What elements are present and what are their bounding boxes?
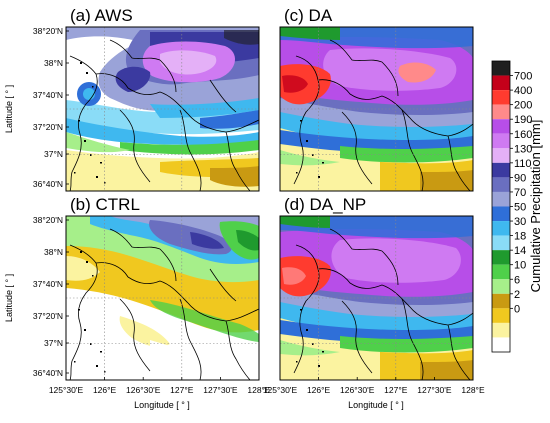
colorbar-tick-label: 110 (514, 158, 532, 170)
colorbar-swatch (492, 250, 510, 265)
y-tick-label: 37°40'N (33, 90, 63, 100)
x-tick-labels-right: 125°30'E 126°E 126°30'E 127°E 127°30'E 128°E (263, 377, 485, 395)
y-tick-labels-top: 38°20'N 38°N 37°40'N 37°20'N 37°N 36°40'N (33, 26, 69, 189)
colorbar-swatch (492, 235, 510, 251)
x-tick-label: 127°E (170, 385, 194, 395)
colorbar-swatch (492, 279, 510, 294)
colorbar-tick-label: 700 (514, 71, 532, 83)
colorbar-swatch (492, 75, 510, 91)
colorbar-swatch (492, 221, 510, 236)
colorbar-tick-label: 160 (514, 129, 532, 141)
colorbar-tick-label: 50 (514, 202, 526, 214)
colorbar-tick-label: 0 (514, 303, 520, 315)
colorbar-tick-label: 2 (514, 289, 520, 301)
y-tick-label: 38°N (44, 247, 63, 257)
colorbar-tick-label: 10 (514, 260, 526, 272)
panel-title-ctrl: (b) CTRL (70, 195, 140, 214)
colorbar-tick-label: 90 (514, 172, 526, 184)
x-tick-label: 127°30'E (417, 385, 452, 395)
colorbar-swatch (492, 191, 510, 207)
colorbar-tick-label: 70 (514, 187, 526, 199)
colorbar-swatch (492, 162, 510, 178)
map-aws (66, 27, 259, 191)
x-axis-label-right: Longitude [ ° ] (348, 400, 404, 410)
x-tick-label: 126°30'E (126, 385, 161, 395)
panel-title-aws: (a) AWS (70, 6, 133, 25)
map-ctrl (66, 216, 259, 380)
panel-da: (c) DA (279, 6, 474, 192)
panel-title-da: (c) DA (284, 6, 333, 25)
colorbar-swatch (492, 264, 510, 280)
y-tick-labels-bottom: 38°20'N 38°N 37°40'N 37°20'N 37°N 36°40'N (33, 215, 69, 378)
colorbar-swatch (492, 119, 510, 134)
colorbar-tick-label: 18 (514, 231, 526, 243)
panel-title-danp: (d) DA_NP (284, 195, 366, 214)
x-tick-label: 127°30'E (203, 385, 238, 395)
map-da (280, 27, 473, 191)
panel-ctrl: (b) CTRL (65, 195, 260, 381)
x-tick-label: 128°E (247, 385, 271, 395)
colorbar-swatch (492, 61, 510, 76)
y-tick-label: 37°20'N (33, 311, 63, 321)
panel-aws: (a) AWS (65, 6, 260, 192)
x-tick-label: 126°30'E (340, 385, 375, 395)
y-tick-label: 36°40'N (33, 179, 63, 189)
colorbar-tick-label: 14 (514, 245, 526, 257)
colorbar-swatch (492, 148, 510, 163)
y-tick-label: 37°N (44, 149, 63, 159)
map-danp (280, 216, 473, 380)
x-tick-label: 128°E (461, 385, 485, 395)
colorbar-swatch (492, 90, 510, 105)
x-tick-label: 126°E (93, 385, 117, 395)
colorbar-swatch (492, 206, 510, 222)
y-tick-label: 37°40'N (33, 279, 63, 289)
colorbar-tick-label: 6 (514, 274, 520, 286)
y-tick-label: 37°N (44, 338, 63, 348)
colorbar-tick-label: 30 (514, 216, 526, 228)
colorbar-title: Cumulative Precipitation [mm] (528, 120, 543, 293)
y-tick-label: 38°20'N (33, 26, 63, 36)
colorbar-swatch (492, 322, 510, 338)
panel-danp: (d) DA_NP (279, 195, 474, 381)
colorbar-swatch (492, 177, 510, 192)
colorbar: 700 400 200 190 160 130 110 90 70 50 30 18 14 10 6 2 0 (491, 60, 532, 353)
colorbar-tick-label: 200 (514, 100, 532, 112)
y-axis-label-bottom: Latitude [ ° ] (4, 274, 14, 322)
x-axis-label-left: Longitude [ ° ] (134, 400, 190, 410)
y-axis-label-top: Latitude [ ° ] (4, 85, 14, 133)
x-tick-label: 125°30'E (49, 385, 84, 395)
colorbar-swatch (492, 133, 510, 149)
y-tick-label: 36°40'N (33, 368, 63, 378)
x-tick-labels-left: 125°30'E 126°E 126°30'E 127°E 127°30'E 128°E (49, 377, 271, 395)
colorbar-tick-label: 130 (514, 143, 532, 155)
colorbar-swatch (492, 104, 510, 120)
colorbar-tick-label: 400 (514, 85, 532, 97)
colorbar-swatch (492, 293, 510, 309)
y-tick-label: 38°N (44, 58, 63, 68)
x-tick-label: 125°30'E (263, 385, 298, 395)
x-tick-label: 126°E (307, 385, 331, 395)
colorbar-swatch (492, 337, 510, 352)
colorbar-swatch (492, 308, 510, 323)
colorbar-tick-label: 190 (514, 114, 532, 126)
y-tick-label: 37°20'N (33, 122, 63, 132)
x-tick-label: 127°E (384, 385, 408, 395)
y-tick-label: 38°20'N (33, 215, 63, 225)
